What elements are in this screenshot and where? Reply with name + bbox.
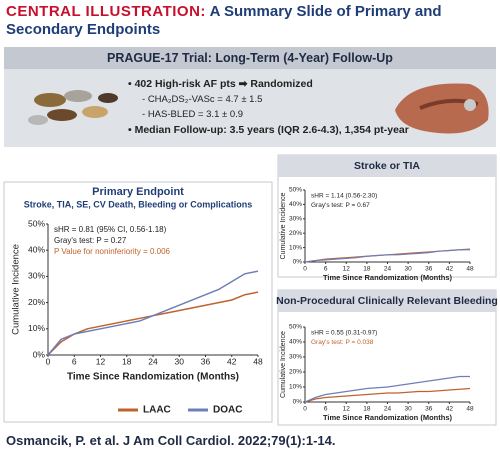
annotation: sHR = 0.81 (95% CI, 0.56-1.18) [54,225,167,234]
annotation: Gray's test: P = 0.27 [54,236,127,245]
primary-panel [3,181,273,423]
y-axis-label: Cumulative Incidence [280,192,287,259]
x-tick-label: 12 [343,406,351,413]
y-tick-label: 40% [289,339,302,346]
annotation: Gray's test: P = 0.038 [311,339,374,346]
trial-title: PRAGUE-17 Trial: Long-Term (4-Year) Foll… [107,51,393,65]
y-axis-label: Cumulative Incidence [280,331,287,398]
y-tick-label: 10% [289,244,302,251]
x-tick-label: 0 [303,266,307,273]
y-tick-label: 20% [289,369,302,376]
y-tick-label: 0% [293,259,303,266]
x-tick-label: 6 [72,356,77,366]
y-tick-label: 30% [28,271,45,281]
x-tick-label: 24 [384,266,392,273]
series-line [304,387,471,403]
x-axis-label: Time Since Randomization (Months) [323,413,453,422]
legend-label: LAAC [143,405,171,416]
x-tick-label: 42 [446,266,454,273]
series-line [304,249,470,263]
chart-title: Primary Endpoint [92,186,184,198]
x-tick-label: 30 [405,406,413,413]
chart-subtitle: Stroke, TIA, SE, CV Death, Bleeding or C… [24,199,253,209]
x-tick-label: 36 [425,266,433,273]
x-axis-label: Time Since Randomization (Months) [67,372,239,383]
header: CENTRAL ILLUSTRATION: A Summary Slide of… [6,3,476,39]
header-title: A Summary Slide of Primary and Secondary… [6,3,442,38]
x-tick-label: 30 [405,266,413,273]
series-line [304,375,470,403]
point: 402 High-risk AF pts ➡ Randomized [128,78,409,90]
x-tick-label: 42 [446,406,454,413]
y-tick-label: 0% [33,349,46,359]
x-tick-label: 24 [148,356,158,366]
bleeding-panel-bar [278,290,496,312]
y-tick-label: 10% [28,323,45,333]
citation: Osmancik, P. et al. J Am Coll Cardiol. 2… [6,433,336,448]
y-tick-label: 30% [289,216,302,223]
sub-point: CHA₂DS₂-VASc = 4.7 ± 1.5 [142,94,409,105]
trial-header-bar [4,47,496,69]
x-tick-label: 12 [96,356,106,366]
y-tick-label: 50% [289,187,302,194]
pills-icon [28,90,118,125]
annotation: Gray's test: P = 0.67 [311,202,370,209]
x-tick-label: 42 [227,356,237,366]
y-tick-label: 50% [28,218,45,228]
x-tick-label: 48 [253,356,263,366]
x-tick-label: 6 [324,406,328,413]
y-tick-label: 30% [289,354,302,361]
device-icon [395,83,489,134]
y-tick-label: 10% [289,384,302,391]
x-tick-label: 0 [46,356,51,366]
x-tick-label: 0 [303,406,307,413]
y-tick-label: 40% [28,244,45,254]
x-tick-label: 48 [466,266,474,273]
x-tick-label: 18 [363,406,371,413]
y-tick-label: 20% [289,230,302,237]
x-tick-label: 18 [363,266,371,273]
y-tick-label: 50% [289,324,302,331]
y-tick-label: 20% [28,297,45,307]
annotation: sHR = 0.55 (0.31-0.97) [311,330,377,337]
point: Median Follow-up: 3.5 years (IQR 2.6-4.3… [128,124,409,136]
x-tick-label: 12 [343,266,351,273]
x-tick-label: 36 [201,356,211,366]
legend-label: DOAC [213,405,242,416]
x-tick-label: 18 [122,356,132,366]
annotation: P Value for noninferiority = 0.006 [54,247,171,256]
x-tick-label: 30 [175,356,185,366]
y-tick-label: 0% [293,399,303,406]
x-tick-label: 6 [324,266,328,273]
x-tick-label: 48 [466,406,474,413]
chart-title: Non-Procedural Clinically Relevant Bleed… [276,295,498,307]
stroke-panel-bar [278,155,496,177]
x-tick-label: 24 [384,406,392,413]
y-axis-label: Cumulative Incidence [11,244,22,335]
chart-title: Stroke or TIA [354,160,420,172]
sub-point: HAS-BLED = 3.1 ± 0.9 [142,109,409,120]
series-line [47,270,259,356]
header-label: CENTRAL ILLUSTRATION: [6,3,206,20]
y-tick-label: 40% [289,201,302,208]
annotation: sHR = 1.14 (0.56-2.30) [311,193,377,200]
trial-points: 402 High-risk AF pts ➡ Randomized CHA₂DS… [128,78,409,140]
x-tick-label: 36 [425,406,433,413]
x-axis-label: Time Since Randomization (Months) [323,273,453,282]
